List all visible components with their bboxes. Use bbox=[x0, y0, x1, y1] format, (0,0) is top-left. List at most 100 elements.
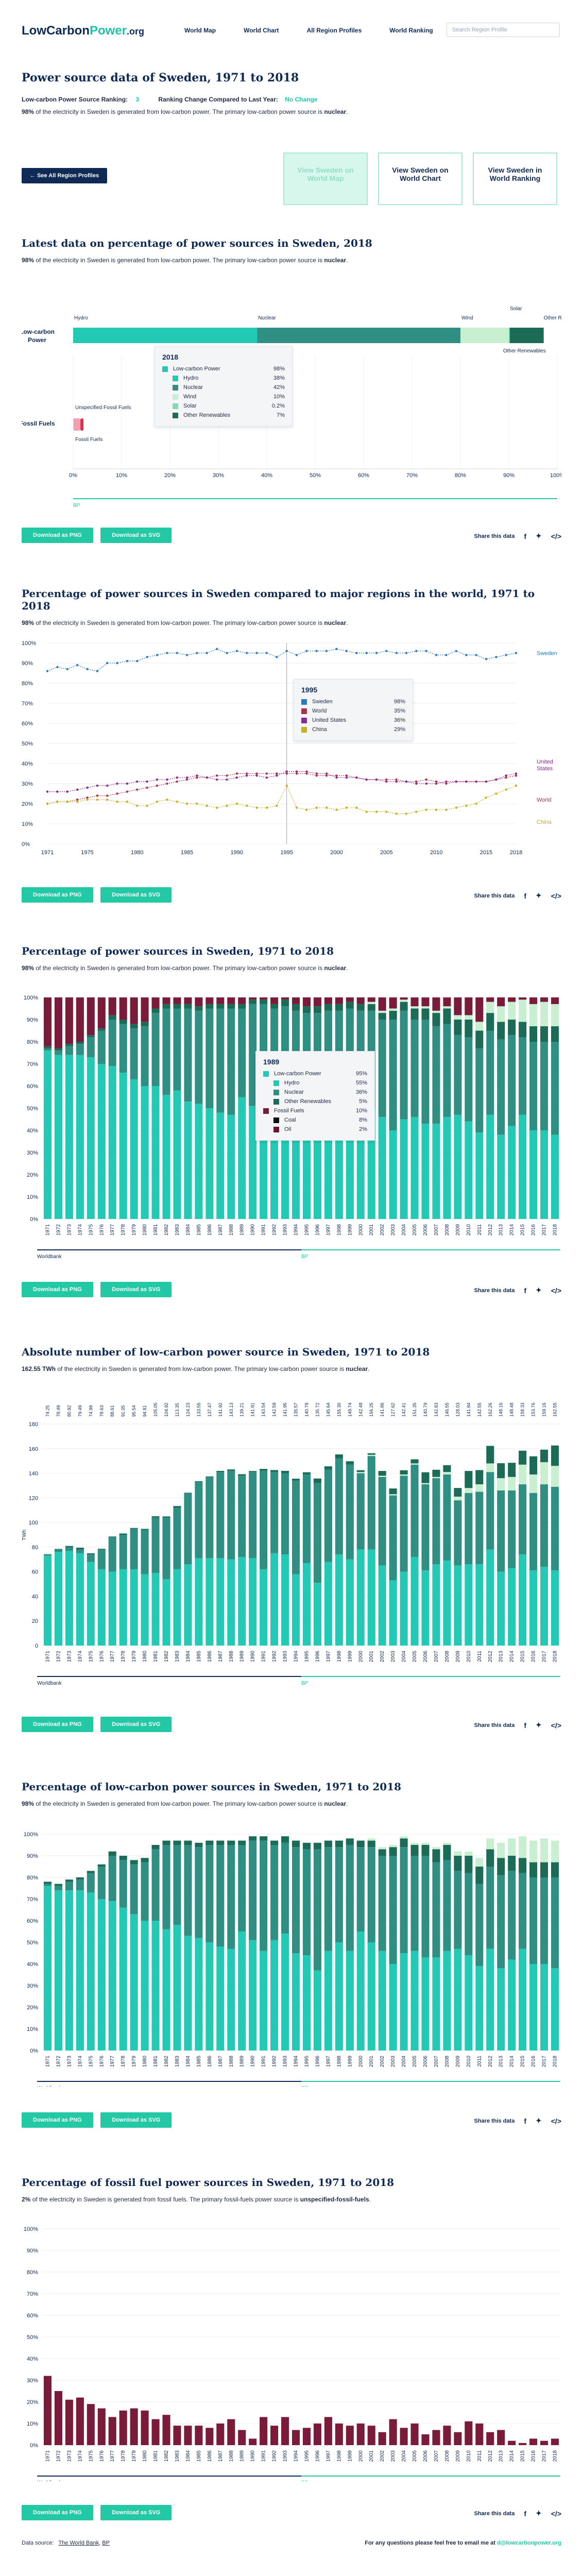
embed-icon[interactable]: </> bbox=[551, 2509, 561, 2518]
download-svg-button[interactable]: Download as SVG bbox=[100, 1282, 172, 1297]
download-svg-button[interactable]: Download as SVG bbox=[100, 887, 172, 903]
data-point bbox=[445, 782, 448, 785]
bar-other-renewables bbox=[465, 1471, 473, 1488]
data-point bbox=[46, 670, 49, 672]
data-point bbox=[205, 652, 208, 654]
see-all-profiles-button[interactable]: ← See All Region Profiles bbox=[22, 168, 108, 183]
y-tick-label: 80% bbox=[27, 2269, 38, 2276]
data-point bbox=[76, 788, 79, 791]
bar-fossil-fuels bbox=[529, 2438, 538, 2445]
x-tick-label: 1998 bbox=[336, 1651, 342, 1663]
nav-world-map[interactable]: World Map bbox=[184, 27, 216, 34]
download-png-button[interactable]: Download as PNG bbox=[22, 2112, 93, 2128]
bar-other-renewables bbox=[65, 1879, 73, 1882]
x-tick-label: 1996 bbox=[315, 2056, 320, 2067]
twitter-icon[interactable]: ✦ bbox=[536, 2509, 542, 2517]
x-tick-label: 1983 bbox=[175, 2056, 180, 2067]
bar-segment-fossil bbox=[73, 418, 81, 431]
x-tick-label: 1979 bbox=[131, 2450, 137, 2462]
card-world-ranking[interactable]: View Sweden in World Ranking bbox=[473, 152, 557, 205]
bar-fossil-fuels bbox=[475, 2424, 484, 2445]
brush-label: BP bbox=[301, 2480, 308, 2481]
data-point bbox=[425, 808, 427, 811]
footer-source-worldbank[interactable]: The World Bank bbox=[58, 2540, 99, 2546]
twitter-icon[interactable]: ✦ bbox=[536, 1721, 542, 1729]
section-title: Latest data on percentage of power sourc… bbox=[22, 237, 372, 249]
embed-icon[interactable]: </> bbox=[551, 532, 561, 540]
section-title: Percentage of power sources in Sweden, 1… bbox=[22, 945, 334, 957]
facebook-icon[interactable]: f bbox=[524, 891, 527, 900]
bar-wind bbox=[432, 1010, 440, 1013]
twitter-icon[interactable]: ✦ bbox=[536, 1286, 542, 1294]
footer-email[interactable]: d@lowcarbonpower.org bbox=[496, 2540, 561, 2546]
bar-other-renewables bbox=[141, 1529, 149, 1530]
footer-source-bp[interactable]: BP bbox=[102, 2540, 110, 2546]
download-png-button[interactable]: Download as PNG bbox=[22, 1282, 93, 1297]
data-label: 142.55 bbox=[477, 1402, 482, 1417]
bar-fossil-fuels bbox=[151, 997, 160, 1009]
nav-world-chart[interactable]: World Chart bbox=[244, 27, 279, 34]
bar-other-renewables bbox=[475, 1867, 484, 1884]
bar-hydro bbox=[356, 1931, 365, 2050]
download-png-button[interactable]: Download as PNG bbox=[22, 528, 93, 543]
bar-hydro bbox=[443, 1561, 451, 1646]
bar-fossil-fuels bbox=[378, 2432, 386, 2445]
embed-icon[interactable]: </> bbox=[551, 1721, 561, 1730]
bar-nuclear bbox=[486, 1030, 494, 1115]
embed-icon[interactable]: </> bbox=[551, 1286, 561, 1295]
bar-nuclear bbox=[162, 1845, 170, 1929]
bar-nuclear bbox=[87, 1554, 95, 1562]
download-png-button[interactable]: Download as PNG bbox=[22, 887, 93, 903]
card-world-map[interactable]: View Sweden on World Map bbox=[283, 152, 368, 205]
facebook-icon[interactable]: f bbox=[524, 1721, 527, 1730]
download-svg-button[interactable]: Download as SVG bbox=[100, 528, 172, 543]
bar-nuclear bbox=[97, 1867, 106, 1899]
search-input[interactable]: Search Region Profile bbox=[447, 23, 560, 37]
bar-fossil-fuels bbox=[551, 2438, 559, 2445]
bar-other-renewables bbox=[195, 1006, 203, 1011]
facebook-icon[interactable]: f bbox=[524, 532, 527, 540]
twitter-icon[interactable]: ✦ bbox=[536, 891, 542, 900]
embed-icon[interactable]: </> bbox=[551, 891, 561, 900]
x-tick-label: 2006 bbox=[423, 1651, 428, 1663]
legend-swatch bbox=[301, 699, 307, 705]
bar-fossil-fuels bbox=[173, 997, 181, 1004]
twitter-icon[interactable]: ✦ bbox=[536, 532, 542, 540]
y-tick-label: 50% bbox=[27, 1940, 38, 1946]
bar-wind bbox=[389, 1494, 397, 1496]
share-row: Share this data f ✦ </> bbox=[474, 1286, 561, 1295]
data-label: 128.03 bbox=[455, 1402, 460, 1417]
facebook-icon[interactable]: f bbox=[524, 2116, 527, 2125]
bar-fossil-fuels bbox=[216, 2424, 225, 2445]
download-png-button[interactable]: Download as PNG bbox=[22, 2505, 93, 2520]
bar-other-renewables bbox=[195, 1842, 203, 1848]
site-logo[interactable]: LowCarbonPower.org bbox=[22, 24, 145, 38]
data-label: 148.16 bbox=[499, 1402, 504, 1417]
twitter-icon[interactable]: ✦ bbox=[536, 2116, 542, 2125]
bar-nuclear bbox=[389, 1495, 397, 1581]
nav-all-region-profiles[interactable]: All Region Profiles bbox=[306, 27, 362, 34]
data-point bbox=[96, 794, 99, 797]
bar-other-renewables bbox=[497, 1463, 505, 1479]
embed-icon[interactable]: </> bbox=[551, 2116, 561, 2125]
download-svg-button[interactable]: Download as SVG bbox=[100, 2505, 172, 2520]
bar-nuclear bbox=[378, 1856, 386, 1951]
bar-other-renewables bbox=[367, 1004, 375, 1011]
bar-other-renewables bbox=[54, 1048, 62, 1051]
download-svg-button[interactable]: Download as SVG bbox=[100, 2112, 172, 2128]
bar-other-renewables bbox=[260, 1469, 268, 1471]
bar-hydro bbox=[367, 1549, 375, 1646]
bar-fossil-fuels bbox=[389, 997, 397, 1009]
facebook-icon[interactable]: f bbox=[524, 1286, 527, 1295]
download-png-button[interactable]: Download as PNG bbox=[22, 1717, 93, 1732]
download-svg-button[interactable]: Download as SVG bbox=[100, 1717, 172, 1732]
facebook-icon[interactable]: f bbox=[524, 2509, 527, 2518]
y-tick-label: 100% bbox=[24, 2226, 38, 2232]
bar-other-renewables bbox=[141, 1858, 149, 1862]
data-point bbox=[515, 772, 518, 775]
bar-other-renewables bbox=[76, 1042, 84, 1044]
nav-world-ranking[interactable]: World Ranking bbox=[389, 27, 433, 34]
bar-fossil-fuels bbox=[76, 997, 84, 1042]
bar-nuclear bbox=[141, 1862, 149, 1921]
card-world-chart[interactable]: View Sweden on World Chart bbox=[378, 152, 462, 205]
